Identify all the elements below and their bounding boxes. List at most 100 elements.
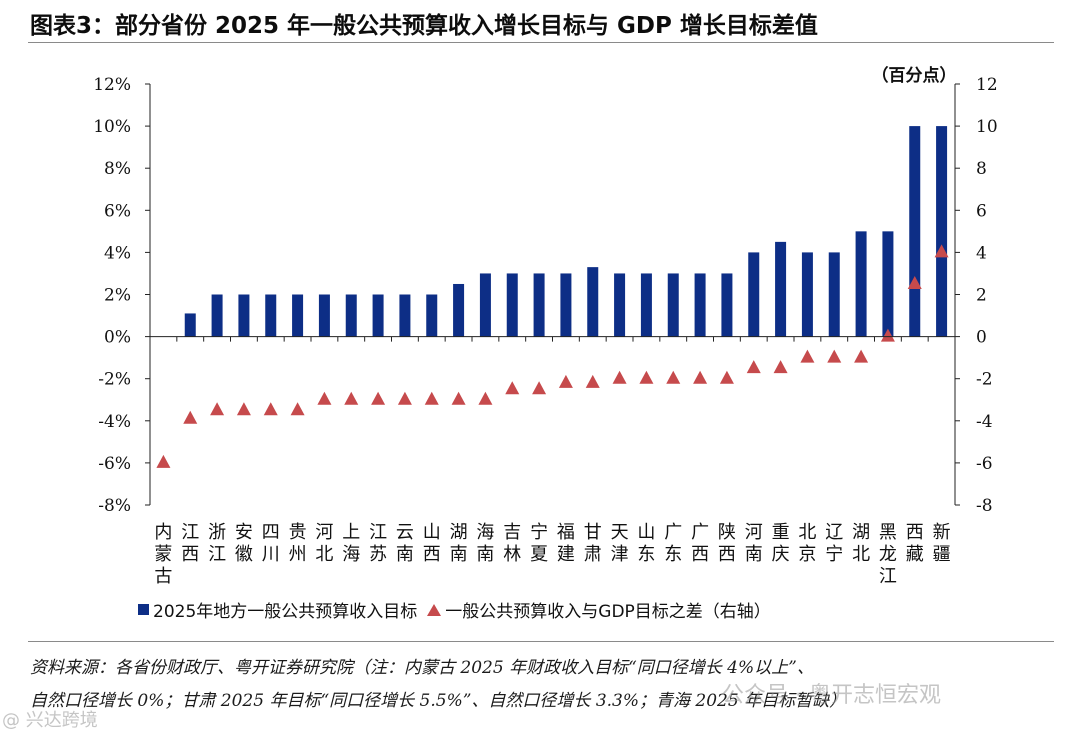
category-label: 东 [664, 544, 682, 565]
bar [318, 294, 330, 337]
category-label: 海 [342, 544, 360, 565]
category-label: 古 [154, 566, 172, 587]
bar [426, 294, 438, 337]
legend-bars-label: 2025年地方一般公共预算收入目标 [153, 602, 418, 622]
bar [587, 267, 599, 337]
triangle-marker [854, 349, 869, 363]
category-label: 北 [315, 544, 333, 565]
category-label: 蒙 [154, 544, 172, 565]
right-tick-label: -8 [976, 496, 993, 516]
category-label: 疆 [933, 544, 951, 565]
left-tick-label: 10% [93, 117, 131, 137]
right-tick-label: 12 [976, 75, 998, 95]
triangle-marker [210, 402, 225, 416]
title-divider [28, 42, 1054, 43]
left-tick-label: 12% [93, 75, 131, 95]
bar [775, 241, 787, 337]
triangle-marker [478, 391, 493, 405]
right-tick-label: 2 [976, 286, 987, 306]
triangle-marker [290, 402, 305, 416]
category-label: 湖 [852, 522, 870, 543]
left-tick-label: 6% [104, 201, 131, 221]
bar [640, 273, 652, 337]
category-label: 西 [718, 544, 736, 565]
category-label: 西 [181, 544, 199, 565]
category-label: 河 [315, 522, 333, 543]
bar [614, 273, 626, 337]
right-tick-label: -6 [976, 454, 993, 474]
category-label: 西 [906, 522, 924, 543]
category-label: 州 [289, 544, 307, 565]
legend-square-swatch [138, 604, 149, 615]
bar [882, 231, 894, 337]
bar [721, 273, 733, 337]
watermark-right: 公众号 · 粤开志恒宏观 [722, 683, 941, 708]
watermark-left: @ 兴达跨境 [2, 710, 98, 731]
category-label: 南 [396, 544, 414, 565]
chart-title: 图表3：部分省份 2025 年一般公共预算收入增长目标与 GDP 增长目标差值 [30, 13, 818, 39]
triangle-marker [666, 370, 681, 384]
category-label: 北 [852, 544, 870, 565]
category-label: 辽 [825, 522, 843, 543]
category-label: 天 [611, 522, 629, 543]
legend-item-bars: 2025年地方一般公共预算收入目标 [138, 597, 417, 622]
category-label: 贵 [289, 522, 307, 543]
triangle-marker [612, 370, 627, 384]
bar [909, 126, 921, 337]
left-tick-label: 8% [104, 159, 131, 179]
bar [372, 294, 384, 337]
triangle-marker [424, 391, 439, 405]
category-label: 四 [262, 522, 280, 543]
category-label: 庆 [772, 544, 790, 565]
bar [560, 273, 572, 337]
bar [399, 294, 411, 337]
left-tick-label: -8% [98, 496, 131, 516]
category-label: 京 [798, 544, 816, 565]
left-tick-label: -2% [98, 370, 131, 390]
chart-legend: 2025年地方一般公共预算收入目标 一般公共预算收入与GDP目标之差（右轴） [138, 597, 771, 622]
triangle-marker [827, 349, 842, 363]
triangle-marker [532, 381, 547, 395]
category-label: 江 [208, 544, 226, 565]
triangle-marker [263, 402, 278, 416]
category-label: 山 [637, 522, 655, 543]
bar [936, 126, 948, 337]
category-label: 徽 [235, 544, 253, 565]
legend-item-markers: 一般公共预算收入与GDP目标之差（右轴） [417, 597, 771, 622]
left-tick-label: -6% [98, 454, 131, 474]
category-label: 内 [154, 522, 172, 543]
category-label: 上 [342, 522, 360, 543]
category-label: 西 [691, 544, 709, 565]
category-label: 新 [933, 522, 951, 543]
source-divider [28, 641, 1054, 642]
bar [292, 294, 304, 337]
triangle-marker [880, 328, 895, 342]
category-label: 陕 [718, 522, 736, 543]
triangle-marker [907, 275, 922, 289]
category-label: 江 [879, 566, 897, 587]
bar [345, 294, 357, 337]
category-label: 建 [557, 544, 575, 565]
category-label: 甘 [584, 522, 602, 543]
category-label: 夏 [530, 544, 548, 565]
triangle-marker [397, 391, 412, 405]
right-tick-label: 8 [976, 159, 987, 179]
category-label: 湖 [450, 522, 468, 543]
category-label: 河 [745, 522, 763, 543]
source-line-1: 资料来源：各省份财政厅、粤开证券研究院（注：内蒙古 2025 年财政收入目标“同… [30, 658, 814, 678]
right-tick-label: -4 [976, 412, 993, 432]
category-label: 广 [664, 522, 682, 543]
left-tick-label: 0% [104, 328, 131, 348]
category-label: 江 [181, 522, 199, 543]
legend-triangle-swatch [427, 603, 442, 616]
category-label: 南 [450, 544, 468, 565]
category-label: 安 [235, 522, 253, 543]
category-label: 南 [476, 544, 494, 565]
category-label: 肃 [584, 544, 602, 565]
bar [453, 283, 465, 337]
category-label: 宁 [530, 522, 548, 543]
left-tick-label: 4% [104, 243, 131, 263]
triangle-marker [693, 370, 708, 384]
bar [184, 313, 196, 337]
right-tick-label: 6 [976, 201, 987, 221]
